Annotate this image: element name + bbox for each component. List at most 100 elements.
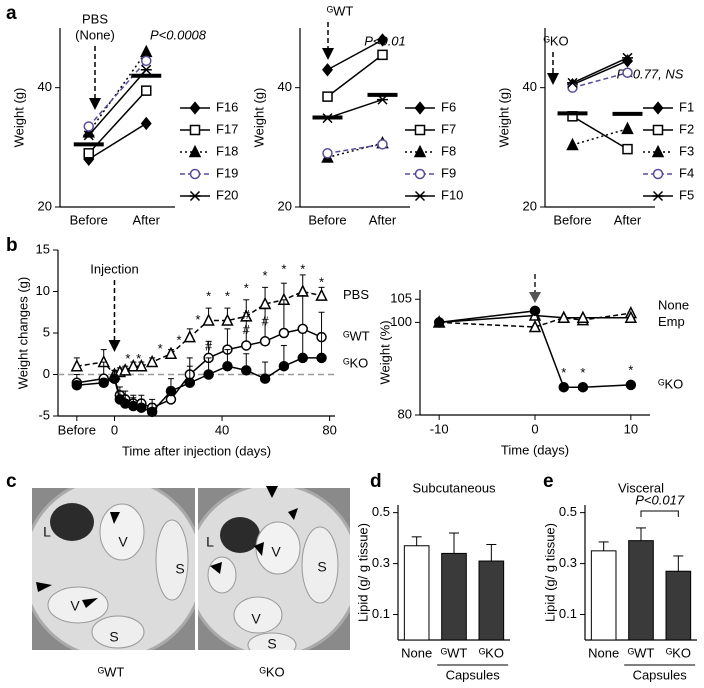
photo-label: V bbox=[271, 544, 281, 560]
y-tick-label: 20 bbox=[278, 198, 292, 213]
p-value: P<0.77, NS bbox=[617, 66, 684, 81]
x-tick-label: After bbox=[133, 212, 161, 227]
annotation: * bbox=[158, 341, 163, 356]
marker bbox=[576, 310, 590, 324]
marker bbox=[222, 360, 233, 372]
marker bbox=[622, 52, 633, 63]
marker bbox=[414, 190, 426, 202]
arrow-head bbox=[288, 508, 298, 520]
legend-label: F3 bbox=[679, 143, 694, 158]
marker bbox=[414, 101, 426, 115]
photo-caption: ᴳKO bbox=[259, 664, 284, 679]
arrow-head bbox=[36, 582, 52, 592]
marker bbox=[529, 305, 541, 317]
photo-label: V bbox=[118, 534, 128, 550]
marker bbox=[413, 144, 427, 158]
marker bbox=[141, 55, 152, 67]
marker bbox=[188, 144, 202, 158]
annotation: # bbox=[243, 322, 251, 337]
tissue bbox=[155, 519, 189, 601]
photo-label: S bbox=[175, 561, 184, 577]
x-axis-label: Time (days) bbox=[501, 442, 569, 457]
marker bbox=[241, 340, 252, 351]
legend-label: F6 bbox=[441, 99, 456, 114]
marker bbox=[652, 101, 664, 115]
bar bbox=[628, 540, 654, 641]
group-label: (None) bbox=[75, 27, 115, 42]
x-tick-label: None bbox=[588, 645, 619, 660]
group-label: PBS bbox=[82, 11, 108, 26]
series-line bbox=[572, 72, 628, 89]
annotation: * bbox=[628, 362, 633, 377]
photo bbox=[32, 488, 195, 650]
photo-label: S bbox=[267, 636, 276, 652]
bar bbox=[590, 550, 617, 641]
x-tick-label: ᴳKO bbox=[666, 645, 691, 660]
series-line bbox=[327, 143, 383, 155]
marker bbox=[241, 365, 252, 376]
legend-label: F18 bbox=[216, 143, 238, 158]
series-line bbox=[88, 60, 147, 127]
marker bbox=[622, 67, 633, 78]
marker bbox=[296, 284, 309, 297]
y-tick-label: 0.1 bbox=[372, 606, 390, 621]
marker bbox=[624, 310, 638, 324]
series-label: PBS bbox=[343, 287, 369, 302]
marker bbox=[528, 319, 542, 333]
marker bbox=[184, 377, 196, 389]
panel-letter: c bbox=[6, 471, 17, 492]
legend-label: F4 bbox=[679, 165, 694, 180]
annotation: * bbox=[561, 365, 566, 380]
x-tick-label: 10 bbox=[624, 421, 638, 436]
x-tick-label: -10 bbox=[430, 421, 449, 436]
bar bbox=[403, 545, 430, 641]
annotation: * bbox=[281, 261, 286, 276]
series-line bbox=[327, 142, 383, 159]
annotation: # bbox=[243, 307, 251, 322]
marker bbox=[70, 359, 84, 372]
series-line bbox=[572, 128, 628, 146]
y-tick-label: 40 bbox=[278, 79, 292, 94]
legend-label: F20 bbox=[216, 187, 238, 202]
annotation: * bbox=[244, 280, 249, 295]
marker bbox=[145, 354, 159, 368]
series-line bbox=[88, 69, 147, 136]
annotation: * bbox=[136, 351, 141, 366]
series-line bbox=[327, 54, 383, 98]
y-tick-label: 40 bbox=[523, 79, 537, 94]
arrow-head bbox=[108, 340, 121, 352]
marker bbox=[183, 329, 196, 343]
marker bbox=[322, 63, 333, 77]
y-tick-label: 15 bbox=[36, 241, 50, 256]
arrow-head bbox=[322, 48, 334, 60]
marker bbox=[140, 64, 152, 75]
marker bbox=[566, 137, 579, 151]
tissue bbox=[91, 615, 145, 649]
x-tick-label: Before bbox=[58, 422, 96, 437]
photo-label: S bbox=[317, 559, 326, 575]
y-tick-label: -5 bbox=[38, 407, 50, 422]
y-axis-label: Weight (g) bbox=[11, 88, 26, 148]
marker bbox=[221, 313, 234, 326]
x-tick-label: 0 bbox=[111, 422, 118, 437]
series-line bbox=[327, 39, 383, 71]
annotation: * bbox=[176, 333, 181, 348]
group-label: ᴳKO bbox=[543, 33, 568, 48]
x-tick-label: After bbox=[369, 212, 397, 227]
series-label: ᴳKO bbox=[343, 355, 368, 370]
y-tick-label: 20 bbox=[38, 198, 52, 213]
tissue bbox=[99, 503, 145, 561]
legend-label: F8 bbox=[441, 143, 456, 158]
marker bbox=[651, 144, 665, 158]
marker bbox=[316, 352, 327, 364]
legend-label: F2 bbox=[679, 121, 694, 136]
x-tick-label: After bbox=[614, 212, 642, 227]
marker bbox=[98, 377, 109, 389]
marker bbox=[297, 352, 308, 364]
photo-label: L bbox=[43, 524, 51, 540]
marker bbox=[414, 168, 426, 180]
marker bbox=[136, 402, 147, 413]
marker bbox=[652, 168, 664, 180]
y-tick-label: 0.5 bbox=[372, 504, 390, 519]
y-tick-label: 80 bbox=[398, 406, 412, 421]
